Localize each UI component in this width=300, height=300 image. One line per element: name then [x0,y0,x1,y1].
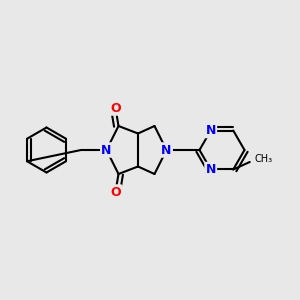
Text: CH₃: CH₃ [254,154,272,164]
Text: N: N [101,143,112,157]
Text: N: N [161,143,172,157]
Text: N: N [206,163,216,176]
Text: O: O [110,185,121,199]
Text: O: O [110,101,121,115]
Text: N: N [206,124,216,137]
